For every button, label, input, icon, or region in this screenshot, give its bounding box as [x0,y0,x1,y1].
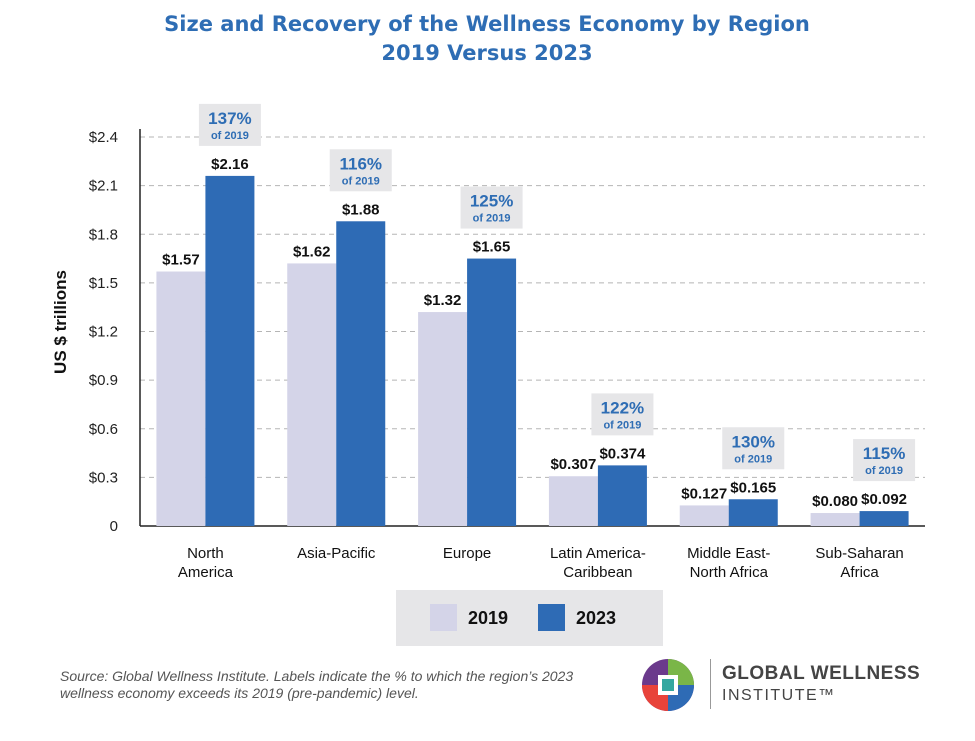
pct-annotation: 130% [732,432,775,451]
pct-annotation-sub: of 2019 [603,419,641,431]
data-label-2023-2: $1.65 [473,239,511,256]
pct-annotation-box [460,186,523,229]
pct-annotation-sub: of 2019 [734,453,772,465]
pct-annotation-sub: of 2019 [865,465,903,477]
pct-annotation: 116% [339,154,382,173]
logo-name-line2: INSTITUTE™ [722,687,836,704]
y-tick-label: $2.1 [89,178,118,195]
bar-2023-1 [336,221,386,527]
data-label-2019-3: $0.307 [550,456,596,473]
data-label-2023-3: $0.374 [599,445,646,462]
x-tick-label: North America [178,545,234,581]
data-label-2019-4: $0.127 [681,485,727,502]
data-label-2023-1: $1.88 [342,201,380,218]
gwi-logo-icon [642,659,694,711]
pct-annotation: 122% [601,398,644,417]
bar-2019-4 [679,505,729,526]
pct-annotation-box [198,103,261,146]
x-tick-label: Sub-Saharan Africa [815,545,903,581]
legend-label-2019: 2019 [468,608,508,628]
x-tick-label: Latin America-Caribbean [550,545,646,581]
pct-annotation-sub: of 2019 [342,175,380,187]
logo-name-line1: GLOBAL WELLNESS [722,663,921,684]
legend-swatch-2023 [538,604,565,631]
data-label-2019-2: $1.32 [424,292,462,309]
y-tick-label: $0.3 [89,469,118,486]
data-label-2019-0: $1.57 [162,252,200,269]
bar-2019-1 [287,263,337,526]
bar-2023-5 [859,511,909,526]
bar-2023-0 [205,175,255,526]
pct-annotation-sub: of 2019 [473,213,511,225]
y-tick-label: 0 [110,518,118,535]
pct-annotation-box [853,439,916,482]
pct-annotation-box [722,427,785,470]
source-note: Source: Global Wellness Institute. Label… [60,668,574,701]
bar-2019-0 [156,271,206,526]
x-tick-label: Europe [443,545,491,562]
data-label-2023-0: $2.16 [211,156,249,173]
y-tick-label: $2.4 [89,129,118,146]
legend-swatch-2019 [430,604,457,631]
data-label-2019-1: $1.62 [293,243,331,260]
y-axis-label: US $ trillions [51,270,70,374]
gwi-logo: GLOBAL WELLNESS INSTITUTE™ [640,655,960,715]
logo-divider [710,659,711,709]
data-label-2023-4: $0.165 [730,479,776,496]
bar-2019-5 [810,513,860,526]
pct-annotation-sub: of 2019 [211,130,249,142]
y-tick-label: $1.8 [89,226,118,243]
y-tick-label: $0.6 [89,421,118,438]
bar-2023-4 [728,499,778,526]
pct-annotation: 137% [208,109,251,128]
data-label-2023-5: $0.092 [861,491,907,508]
y-tick-label: $1.5 [89,275,118,292]
bar-2023-2 [467,258,517,526]
x-tick-label: Middle East-North Africa [687,545,770,581]
y-tick-label: $1.2 [89,324,118,341]
y-tick-label: $0.9 [89,372,118,389]
pct-annotation-box [329,149,392,192]
legend-label-2023: 2023 [576,608,616,628]
chart-title: Size and Recovery of the Wellness Econom… [164,12,810,36]
bar-2019-3 [548,476,598,526]
pct-annotation-box [591,393,654,436]
data-label-2019-5: $0.080 [812,493,858,510]
bar-2023-3 [597,465,647,526]
bar-chart: Size and Recovery of the Wellness Econom… [51,12,925,646]
pct-annotation: 115% [863,444,906,463]
x-tick-label: Asia-Pacific [297,545,376,562]
pct-annotation: 125% [470,192,513,211]
chart-subtitle: 2019 Versus 2023 [381,41,592,65]
bar-2019-2 [418,312,468,526]
